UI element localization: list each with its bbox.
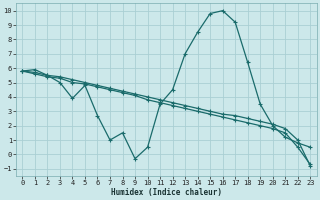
X-axis label: Humidex (Indice chaleur): Humidex (Indice chaleur) xyxy=(111,188,222,197)
